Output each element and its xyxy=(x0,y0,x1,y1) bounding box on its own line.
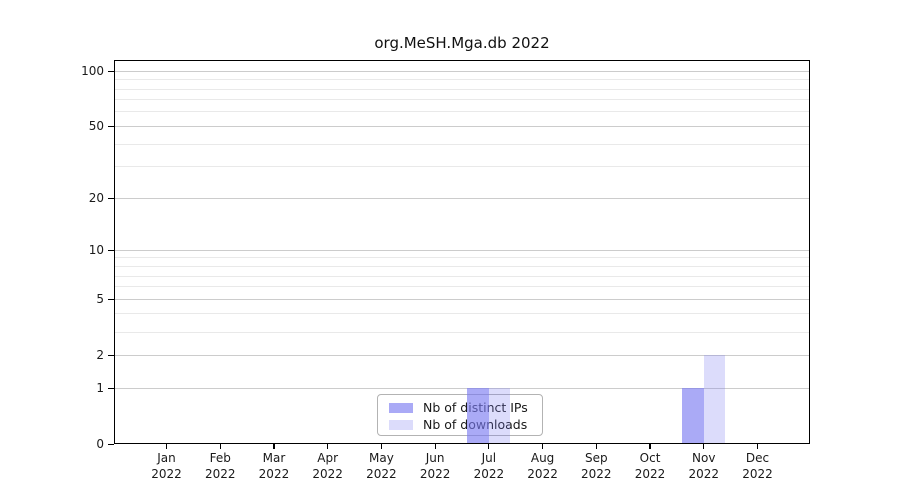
gridlines xyxy=(114,60,810,444)
x-tickmark xyxy=(541,444,544,449)
y-tickmark xyxy=(108,354,114,356)
x-tick-year: 2022 xyxy=(742,467,773,481)
x-tick-label: Mar 2022 xyxy=(234,450,314,482)
y-tick-label: 20 xyxy=(88,191,104,206)
y-tickmark xyxy=(108,70,114,72)
bar-downloads xyxy=(703,355,726,444)
major-gridline xyxy=(114,298,810,300)
major-gridline xyxy=(114,387,810,389)
major-gridline xyxy=(114,197,810,199)
x-tick-year: 2022 xyxy=(473,467,505,481)
major-gridline xyxy=(114,70,810,72)
minor-gridline xyxy=(114,275,810,277)
x-tick-year: 2022 xyxy=(151,467,182,481)
x-tick-label: Nov 2022 xyxy=(664,450,744,482)
legend-swatch-distinct-ips xyxy=(389,402,413,413)
x-tickmark xyxy=(434,444,436,449)
y-tick-label: 2 xyxy=(96,348,104,363)
x-tick-year: 2022 xyxy=(312,467,343,481)
minor-gridline xyxy=(114,166,810,168)
minor-gridline xyxy=(114,257,810,259)
x-tick-label: Sep 2022 xyxy=(556,450,636,482)
bar-distinct-ips xyxy=(682,388,704,444)
y-tick-label: 10 xyxy=(88,243,104,258)
minor-gridline xyxy=(114,88,810,90)
x-tickmark xyxy=(703,444,705,449)
major-gridline xyxy=(114,125,810,127)
minor-gridline xyxy=(114,79,810,81)
x-tick-year: 2022 xyxy=(688,467,720,481)
x-tickmark xyxy=(649,444,651,449)
y-tickmark xyxy=(108,249,114,251)
x-tick-year: 2022 xyxy=(581,467,612,481)
bar-downloads xyxy=(488,388,511,444)
major-gridline xyxy=(114,354,810,356)
x-tickmark xyxy=(380,444,382,449)
x-tick-year: 2022 xyxy=(258,467,290,481)
x-tick-label: Apr 2022 xyxy=(288,450,368,482)
x-tick-label: May 2022 xyxy=(341,450,421,482)
x-tick-label: Jun 2022 xyxy=(395,450,475,482)
x-tick-label: Dec 2022 xyxy=(718,450,798,482)
x-tickmark xyxy=(488,444,490,449)
chart-title: org.MeSH.Mga.db 2022 xyxy=(374,34,550,52)
minor-gridline xyxy=(114,286,810,288)
x-tick-year: 2022 xyxy=(366,467,397,481)
x-tick-year: 2022 xyxy=(204,467,236,481)
y-tickmark xyxy=(108,387,114,389)
x-tick-label: Aug 2022 xyxy=(503,450,583,482)
x-tickmark xyxy=(595,444,597,449)
y-tickmark xyxy=(108,298,114,300)
y-tick-label: 100 xyxy=(81,64,104,79)
y-tickmark xyxy=(108,197,114,199)
x-tickmark xyxy=(165,444,168,449)
x-tickmark xyxy=(756,444,759,449)
x-tickmark xyxy=(219,444,221,449)
y-tick-label: 0 xyxy=(96,437,104,451)
x-tick-label: Oct 2022 xyxy=(610,450,690,482)
bar-series xyxy=(114,60,810,444)
x-tick-label: Jan 2022 xyxy=(127,450,207,482)
major-gridline xyxy=(114,249,810,251)
x-tick-label: Jul 2022 xyxy=(449,450,529,482)
x-tick-label: Feb 2022 xyxy=(180,450,260,482)
legend-swatch-downloads xyxy=(389,419,413,430)
minor-gridline xyxy=(114,99,810,101)
minor-gridline xyxy=(114,143,810,145)
y-tick-label: 1 xyxy=(96,381,104,395)
y-tick-label: 5 xyxy=(96,292,104,307)
y-tickmark xyxy=(108,443,114,445)
x-tickmark xyxy=(327,444,329,449)
plot-area: Nb of distinct IPs Nb of downloads xyxy=(114,60,810,444)
bar-distinct-ips xyxy=(467,388,489,444)
x-tick-year: 2022 xyxy=(527,467,558,481)
x-tick-year: 2022 xyxy=(634,467,666,481)
x-tick-year: 2022 xyxy=(419,467,451,481)
minor-gridline xyxy=(114,331,810,333)
y-tick-label: 50 xyxy=(88,119,104,134)
minor-gridline xyxy=(114,111,810,113)
minor-gridline xyxy=(114,313,810,315)
minor-gridline xyxy=(114,266,810,267)
x-tickmark xyxy=(273,444,275,449)
y-tickmark xyxy=(108,125,114,128)
